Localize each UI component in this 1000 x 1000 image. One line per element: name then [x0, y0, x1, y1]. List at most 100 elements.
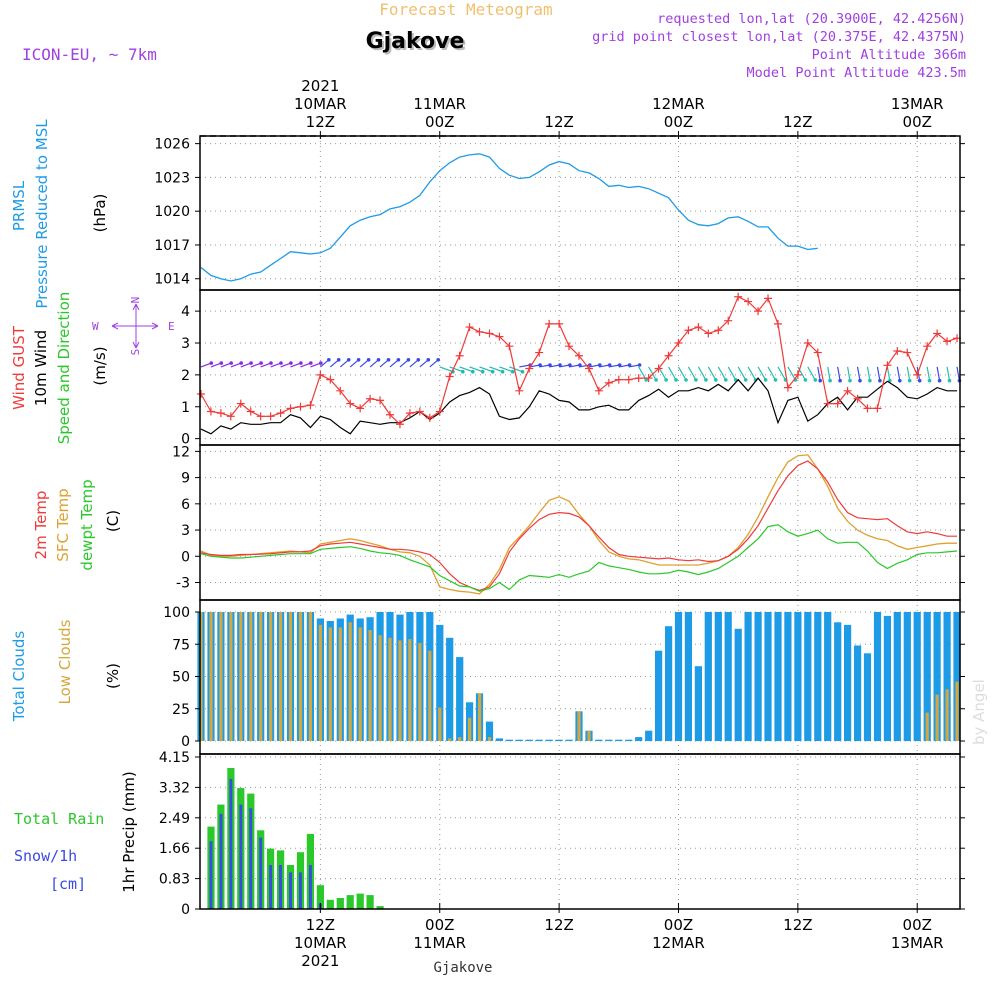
low-cloud-bar — [338, 627, 342, 741]
pressure-ytick-label: 1017 — [154, 238, 190, 254]
top-time-label: 13MAR — [891, 95, 944, 113]
gust-marker — [893, 346, 902, 355]
top-time-label: 12Z — [306, 113, 335, 131]
wind-arrow-head — [937, 378, 942, 383]
low-cloud-bar — [925, 712, 929, 741]
wind-direction-arrow — [220, 362, 232, 368]
frame-layer — [199, 135, 961, 910]
total-cloud-bar — [714, 612, 722, 741]
gust-marker — [535, 348, 544, 357]
wind-direction-arrow — [588, 364, 600, 368]
total-cloud-bar — [774, 612, 782, 741]
pressure-ytick-label: 1026 — [154, 137, 190, 153]
gust-marker — [445, 372, 454, 381]
low-cloud-bar — [438, 707, 442, 741]
low-cloud-bar — [229, 612, 233, 741]
compass-west: W — [92, 320, 99, 333]
wind-direction-arrow — [787, 366, 796, 381]
total-cloud-bar — [625, 739, 633, 741]
gust-marker — [863, 404, 872, 413]
snow-bar — [249, 808, 253, 909]
station-name: Gjakove — [366, 29, 465, 54]
gust-marker — [793, 370, 802, 379]
total-cloud-bar — [615, 739, 623, 741]
gust-marker — [226, 412, 235, 421]
gust-marker — [654, 364, 663, 373]
pressure-unit: (hPa) — [91, 194, 109, 233]
temp-label-2: SFC Temp — [54, 488, 72, 561]
total-cloud-bar — [854, 645, 862, 741]
wind-direction-arrow — [519, 364, 531, 368]
wind-direction-arrow — [439, 366, 454, 373]
wind-direction-arrow — [539, 364, 551, 368]
gust-marker — [386, 410, 394, 419]
info-line-3: Point Altitude 366m — [812, 47, 966, 63]
wind-arrow-head — [858, 378, 862, 383]
temp-ytick-label: 0 — [181, 549, 190, 565]
grid-layer — [200, 136, 960, 910]
wind-arrow-head — [376, 358, 381, 362]
low-cloud-bar — [358, 627, 362, 741]
temp-ytick-label: -3 — [176, 576, 190, 592]
wind-direction-arrow — [300, 362, 312, 368]
total-cloud-bar — [873, 612, 882, 741]
snow-bar — [239, 804, 243, 909]
gust-marker — [694, 323, 703, 332]
precip-panel-frame — [199, 753, 961, 910]
bottom-time-label: 12Z — [306, 916, 335, 934]
wind-arrow-head — [763, 378, 768, 382]
top-time-label: 12MAR — [652, 95, 705, 113]
wind-direction-arrow — [489, 366, 503, 373]
total-cloud-bar — [495, 738, 503, 741]
total-cloud-bar — [744, 612, 752, 741]
gust-marker — [594, 386, 603, 395]
total-cloud-bar — [794, 612, 802, 741]
clouds-ytick-label: 75 — [172, 637, 190, 653]
low-cloud-bar — [259, 612, 263, 741]
low-cloud-bar — [348, 622, 352, 741]
wind-direction-arrow — [200, 362, 212, 368]
low-cloud-bar — [288, 612, 293, 741]
gust-marker — [624, 375, 633, 384]
wind-direction-arrow — [409, 359, 419, 368]
precip-unit: 1hr Precip (mm) — [120, 771, 138, 892]
info-line-1: requested lon,lat (20.3900E, 42.4256N) — [657, 11, 966, 27]
low-cloud-bar — [199, 612, 203, 741]
wind-arrow-head — [828, 378, 832, 383]
wind-direction-arrow — [707, 366, 717, 381]
wind-arrow-head — [269, 361, 273, 365]
gust-marker — [833, 399, 842, 408]
gust-marker — [555, 319, 564, 328]
gust-marker — [634, 374, 643, 383]
gust-marker — [425, 413, 434, 422]
gust-marker — [505, 342, 514, 351]
wind-arrow-head — [289, 361, 293, 365]
wind-arrow-head — [259, 361, 263, 365]
wind-direction-arrow — [648, 366, 657, 381]
total-cloud-bar — [933, 612, 941, 741]
gust-marker — [644, 374, 653, 383]
low-cloud-bar — [378, 635, 382, 741]
compass-north: N — [129, 297, 142, 304]
wind-direction-arrow — [280, 362, 292, 368]
axes-layer: 1026102310201017101443210129630-31007550… — [154, 77, 965, 970]
gust-marker — [545, 319, 554, 328]
wind-direction-arrow — [837, 366, 841, 381]
gust-marker — [276, 409, 285, 418]
wind-arrow-head — [279, 361, 283, 365]
gust-marker — [296, 402, 305, 411]
top-time-label: 00Z — [664, 113, 693, 131]
compass-south: S — [129, 349, 142, 356]
gust-marker — [783, 383, 792, 392]
total-cloud-bar — [665, 626, 673, 741]
wind-arrow-head — [209, 361, 214, 365]
gust-marker — [764, 294, 773, 303]
gust-marker — [584, 364, 593, 373]
wind-direction-arrow — [936, 366, 941, 381]
rain-bar — [366, 895, 374, 909]
wind-direction-arrow — [697, 366, 707, 381]
total-cloud-bar — [844, 624, 852, 741]
info-line-2: grid point closest lon,lat (20.375E, 42.… — [592, 29, 966, 45]
gust-marker — [465, 323, 474, 332]
wind-arrow-head — [813, 378, 818, 382]
